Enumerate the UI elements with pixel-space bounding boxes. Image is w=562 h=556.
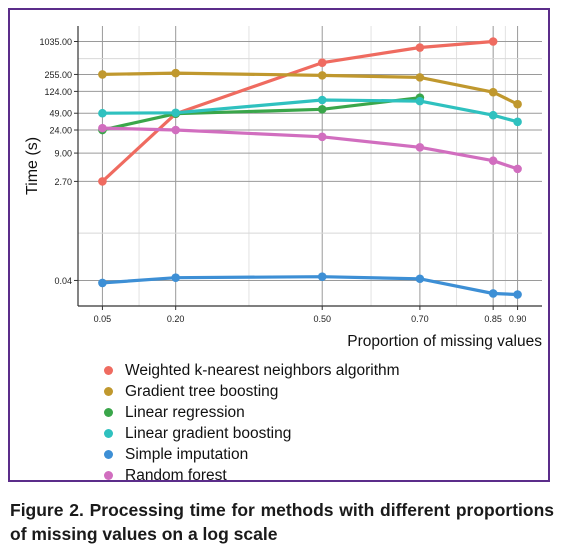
data-point-1 <box>415 73 425 82</box>
data-point-3 <box>171 108 180 118</box>
data-point-5 <box>488 156 498 166</box>
y-axis-title: Time (s) <box>24 137 41 195</box>
legend-marker <box>104 429 113 438</box>
data-point-4 <box>317 272 327 281</box>
data-point-3 <box>317 95 327 105</box>
y-tick-label: 9.00 <box>54 149 72 159</box>
x-tick-label: 0.20 <box>167 314 185 324</box>
y-tick-label: 24.00 <box>49 126 72 136</box>
y-tick-label: 2.70 <box>54 177 72 187</box>
data-point-4 <box>488 289 498 298</box>
legend-marker <box>104 366 113 375</box>
data-point-1 <box>488 87 498 97</box>
legend-item: Linear regression <box>104 402 400 423</box>
data-point-4 <box>98 278 107 288</box>
data-point-4 <box>513 290 522 299</box>
legend-label: Gradient tree boosting <box>125 382 279 400</box>
data-point-5 <box>513 164 522 174</box>
y-tick-label: 49.00 <box>49 109 72 119</box>
data-point-3 <box>98 108 107 118</box>
x-tick-label: 0.85 <box>484 314 502 324</box>
data-point-4 <box>171 273 180 282</box>
series-line-5 <box>100 126 520 171</box>
figure-frame: 0.04 2.70 9.00 24.00 49.00 124.00 255.00 1035.0… <box>8 8 550 484</box>
data-point-5 <box>317 132 327 142</box>
y-tick-label: 0.04 <box>54 276 72 286</box>
series-line-1 <box>100 71 520 106</box>
data-point-3 <box>415 96 425 106</box>
chart-legend: Weighted k-nearest neighbors algorithm Gr… <box>104 360 400 486</box>
data-point-1 <box>513 99 522 109</box>
data-point-1 <box>98 70 107 79</box>
legend-label: Random forest <box>125 466 227 484</box>
data-point-5 <box>98 123 107 133</box>
legend-marker <box>104 471 113 480</box>
x-tick-label: 0.90 <box>509 314 527 324</box>
legend-marker <box>104 408 113 417</box>
legend-item: Gradient tree boosting <box>104 381 400 402</box>
y-tick-label: 124.00 <box>44 87 72 97</box>
x-tick-label: 0.50 <box>313 314 331 324</box>
y-tick-label: 1035.00 <box>39 37 72 47</box>
data-point-5 <box>415 143 425 152</box>
legend-label: Weighted k-nearest neighbors algorithm <box>125 361 400 379</box>
data-point-1 <box>317 71 327 80</box>
series-line-2 <box>100 96 422 132</box>
x-tick-label: 0.05 <box>94 314 112 324</box>
data-point-0 <box>317 58 327 68</box>
data-point-0 <box>488 37 498 46</box>
data-point-4 <box>415 274 425 284</box>
data-point-1 <box>171 68 180 78</box>
y-tick-label: 255.00 <box>44 70 72 80</box>
legend-item: Linear gradient boosting <box>104 423 400 444</box>
line-chart: 0.04 2.70 9.00 24.00 49.00 124.00 255.00 1035.0… <box>24 26 542 350</box>
legend-marker <box>104 387 113 396</box>
data-point-0 <box>415 43 425 52</box>
legend-item: Random forest <box>104 465 400 486</box>
figure-caption: Figure 2. Processing time for methods wi… <box>10 500 554 544</box>
legend-label: Simple imputation <box>125 445 249 463</box>
data-point-2 <box>317 104 327 114</box>
legend-item: Weighted k-nearest neighbors algorithm <box>104 360 400 381</box>
data-point-3 <box>488 110 498 120</box>
legend-label: Linear regression <box>125 403 245 421</box>
x-axis-title: Proportion of missing values <box>347 333 542 350</box>
data-point-5 <box>171 125 180 135</box>
legend-label: Linear gradient boosting <box>125 424 292 442</box>
x-tick-label: 0.70 <box>411 314 429 324</box>
data-point-3 <box>513 117 522 127</box>
legend-marker <box>104 450 113 459</box>
legend-item: Simple imputation <box>104 444 400 465</box>
data-point-0 <box>98 177 107 186</box>
